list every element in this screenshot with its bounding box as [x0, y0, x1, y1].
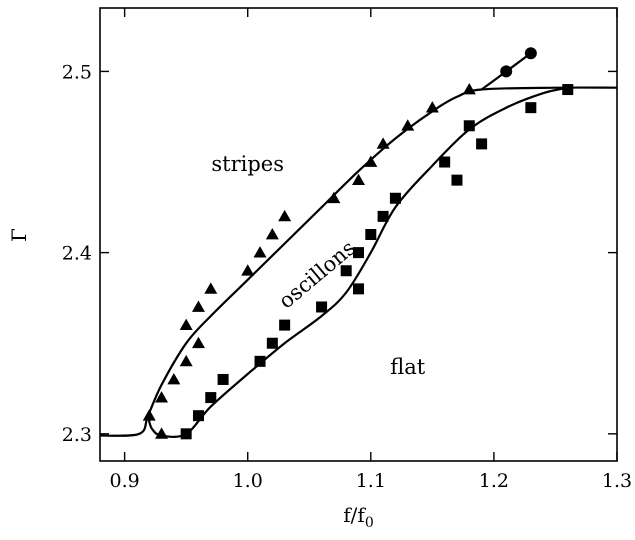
triangle-marker [155, 427, 169, 439]
square-marker [353, 247, 364, 259]
axis-ticks: 0.9 1.0 1.1 1.2 1.3 2.3 2.4 2.5 [62, 8, 632, 492]
triangle-marker [376, 137, 390, 149]
square-marker [279, 319, 291, 331]
triangle-marker [191, 336, 205, 349]
triangle-marker [352, 173, 365, 186]
x-axis-label: f/f0 [343, 503, 373, 531]
square-marker [439, 156, 451, 168]
triangle-marker [278, 209, 292, 222]
triangle-marker [241, 264, 255, 276]
square-marker [353, 283, 364, 295]
triangle-marker [425, 101, 439, 113]
square-marker [476, 138, 488, 150]
triangle-marker [191, 300, 205, 312]
triangle-marker [364, 155, 378, 167]
x-tick-label: 1.1 [356, 470, 386, 492]
y-tick-label: 2.3 [62, 424, 92, 446]
label-stripes: stripes [211, 152, 284, 176]
square-marker [180, 428, 192, 440]
square-marker [389, 192, 401, 204]
triangle-marker [179, 318, 193, 330]
x-tick-label: 1.0 [233, 470, 263, 492]
y-tick-label: 2.5 [62, 61, 92, 83]
square-marker [316, 301, 328, 313]
triangle-marker [462, 83, 476, 95]
x-tick-label: 1.3 [602, 470, 632, 492]
square-marker [205, 392, 217, 404]
square-marker [562, 84, 574, 96]
square-marker [377, 210, 389, 222]
triangle-marker [204, 282, 218, 294]
label-flat: flat [390, 355, 426, 379]
square-marker [463, 120, 475, 132]
square-marker [451, 174, 463, 186]
triangle-marker [327, 191, 341, 204]
square-marker [217, 373, 229, 385]
triangle-marker [401, 119, 415, 131]
square-marker [192, 410, 204, 422]
x-tick-label: 1.2 [479, 470, 509, 492]
square-marker [525, 102, 537, 114]
triangle-marker [167, 372, 181, 385]
plot-frame [99, 7, 618, 462]
triangle-marker [179, 354, 193, 367]
triangle-marker [142, 409, 156, 421]
y-tick-label: 2.4 [62, 243, 92, 265]
triangle-marker [265, 228, 279, 240]
square-marker [266, 337, 278, 349]
circle-marker [500, 65, 513, 78]
data-markers [142, 47, 574, 440]
y-axis-label: Γ [7, 228, 31, 242]
triangle-marker [155, 391, 169, 403]
square-marker [365, 229, 377, 240]
triangle-marker [253, 246, 267, 258]
square-marker [254, 355, 266, 367]
lower-boundary-curve [146, 86, 569, 438]
boundary-curves [99, 52, 618, 438]
x-tick-label: 0.9 [110, 470, 140, 492]
circle-marker [524, 47, 537, 60]
square-marker [340, 265, 352, 277]
